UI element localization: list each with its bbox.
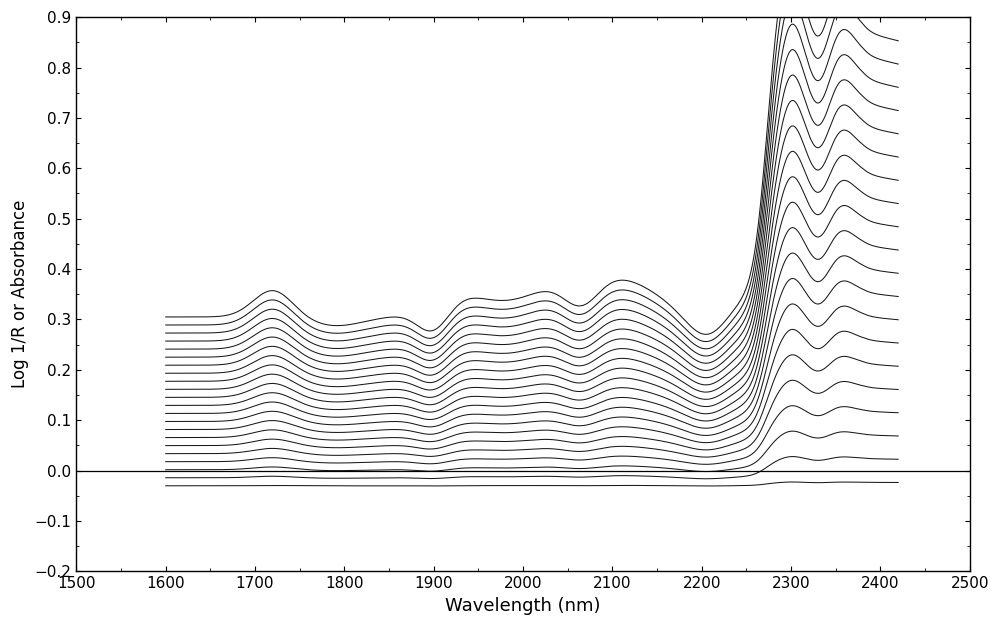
Y-axis label: Log 1/R or Absorbance: Log 1/R or Absorbance (11, 200, 29, 389)
X-axis label: Wavelength (nm): Wavelength (nm) (445, 597, 601, 615)
